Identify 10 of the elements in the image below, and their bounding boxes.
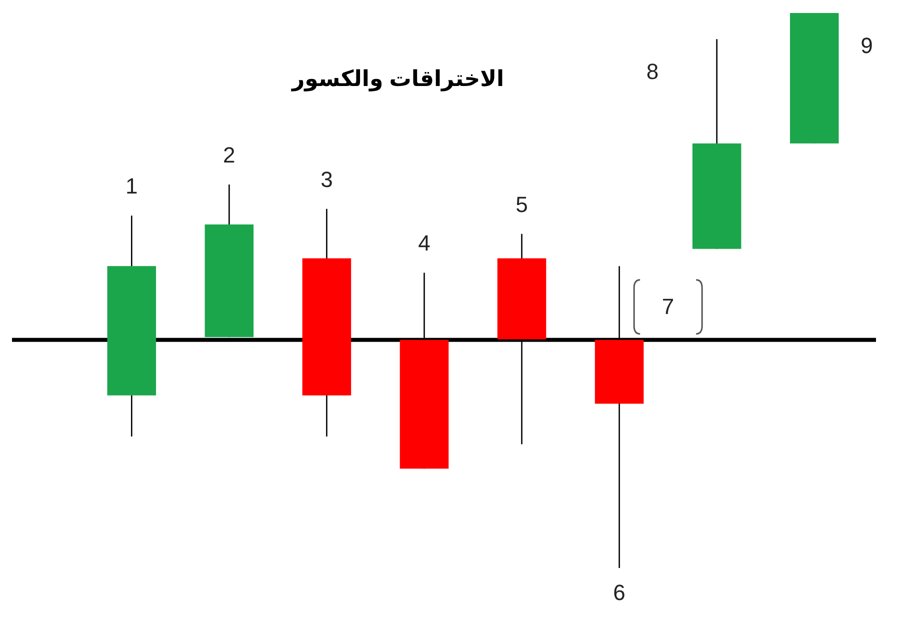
annotation: 2: [223, 142, 236, 168]
annotation: 5: [516, 192, 528, 217]
text: الاختراقات والكسور: [291, 66, 504, 92]
annotation: 9: [860, 33, 873, 58]
annotation: 8: [646, 59, 659, 84]
text: 6: [613, 580, 626, 605]
annotation: 1: [126, 174, 138, 199]
annotation: 3: [320, 166, 333, 192]
annotation: 7: [662, 294, 674, 319]
annotation: 4: [418, 230, 430, 256]
